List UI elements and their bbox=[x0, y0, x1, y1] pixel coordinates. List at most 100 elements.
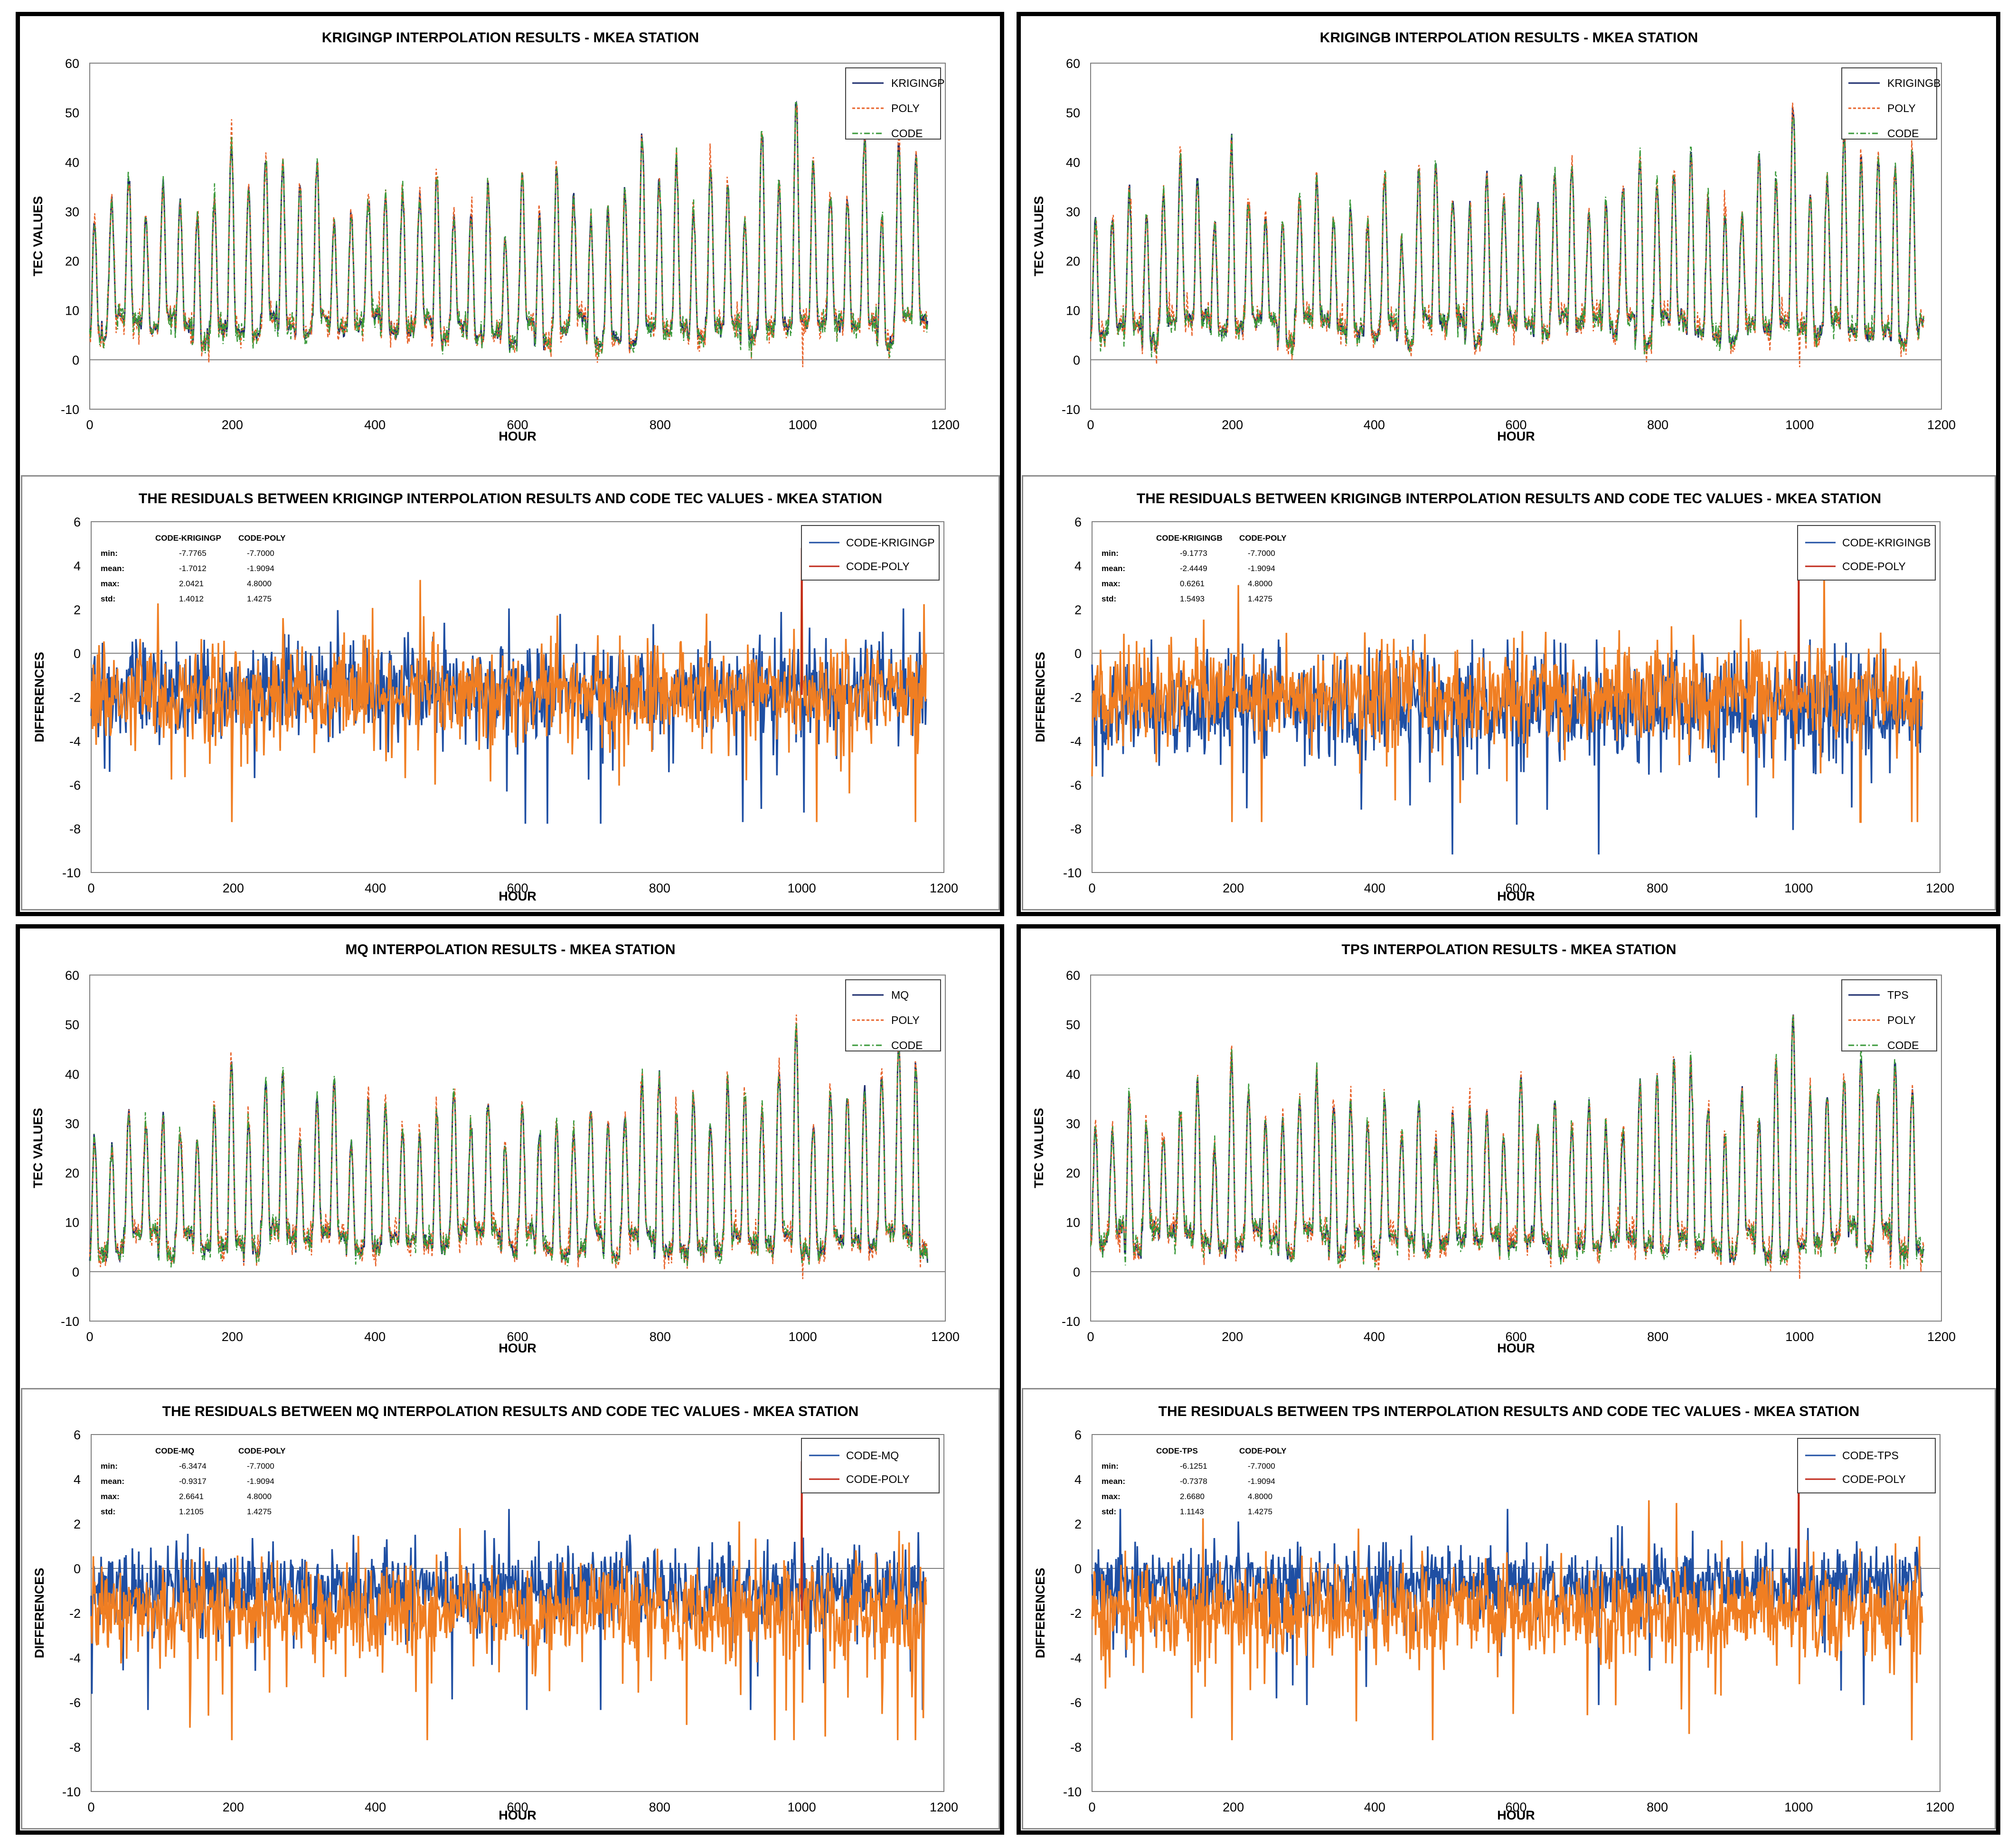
stats-header-poly: CODE-POLY bbox=[1239, 534, 1287, 543]
x-axis-label: HOUR bbox=[1497, 429, 1535, 443]
y-tick-label: 2 bbox=[1074, 603, 1082, 617]
x-tick-label: 1200 bbox=[1927, 418, 1956, 432]
chart-title: KRIGINGB INTERPOLATION RESULTS - MKEA ST… bbox=[1320, 30, 1698, 46]
y-tick-label: 2 bbox=[74, 603, 81, 617]
stats-value-method: 2.6641 bbox=[179, 1492, 204, 1501]
x-tick-label: 0 bbox=[87, 1800, 94, 1814]
x-tick-label: 200 bbox=[222, 418, 243, 432]
y-tick-label: 30 bbox=[1066, 1116, 1080, 1131]
stats-value-method: -0.9317 bbox=[179, 1477, 207, 1486]
stats-value-poly: 4.8000 bbox=[247, 579, 272, 588]
legend-box bbox=[801, 525, 940, 581]
y-tick-label: -2 bbox=[1070, 1606, 1082, 1621]
krigingp-residuals-chart: THE RESIDUALS BETWEEN KRIGINGP INTERPOLA… bbox=[21, 475, 1000, 910]
stats-value-poly: 1.4275 bbox=[1248, 594, 1272, 603]
legend-box bbox=[845, 67, 941, 140]
y-axis-label: DIFFERENCES bbox=[1033, 652, 1047, 742]
x-tick-label: 1200 bbox=[1926, 881, 1954, 895]
legend-label: TPS bbox=[1887, 989, 1909, 1001]
y-tick-label: -6 bbox=[69, 778, 81, 792]
legend-label: POLY bbox=[1887, 102, 1916, 114]
stats-value-method: -6.1251 bbox=[1180, 1462, 1207, 1471]
y-tick-label: 6 bbox=[1074, 515, 1082, 529]
y-tick-label: -4 bbox=[1070, 1651, 1082, 1665]
y-tick-label: -2 bbox=[69, 1606, 81, 1621]
y-tick-label: 30 bbox=[1066, 205, 1080, 219]
x-tick-label: 800 bbox=[1647, 418, 1668, 432]
legend-box bbox=[1797, 525, 1936, 581]
stats-value-poly: 4.8000 bbox=[1248, 1492, 1272, 1501]
tps-panel-group bbox=[1017, 924, 2000, 1835]
y-tick-label: 0 bbox=[74, 1562, 81, 1576]
y-axis-label: TEC VALUES bbox=[1032, 196, 1046, 276]
stats-header-poly: CODE-POLY bbox=[238, 534, 286, 543]
legend-label: CODE-POLY bbox=[846, 1473, 910, 1485]
y-tick-label: 10 bbox=[65, 304, 79, 318]
stats-value-poly: 4.8000 bbox=[247, 1492, 272, 1501]
y-tick-label: 10 bbox=[1066, 1216, 1080, 1230]
legend-label: POLY bbox=[1887, 1014, 1916, 1026]
y-tick-label: 50 bbox=[1066, 106, 1080, 120]
y-tick-label: -10 bbox=[1063, 866, 1082, 880]
y-tick-label: 6 bbox=[74, 515, 81, 529]
plot-area bbox=[1090, 63, 1942, 410]
stats-row-label: mean: bbox=[1102, 1477, 1125, 1486]
legend-label: CODE-POLY bbox=[1842, 560, 1906, 572]
x-tick-label: 0 bbox=[1087, 418, 1094, 432]
legend-label: CODE-KRIGINGP bbox=[846, 536, 935, 549]
y-tick-label: 10 bbox=[1066, 304, 1080, 318]
mq-tec-chart: MQ INTERPOLATION RESULTS - MKEA STATION -… bbox=[21, 929, 1000, 1365]
legend-label: CODE bbox=[891, 127, 923, 140]
stats-header-poly: CODE-POLY bbox=[238, 1446, 286, 1455]
y-tick-label: 40 bbox=[1066, 155, 1080, 169]
legend-label: CODE-MQ bbox=[846, 1449, 899, 1462]
stats-value-method: -9.1773 bbox=[1180, 549, 1207, 558]
y-axis-label: DIFFERENCES bbox=[32, 1568, 47, 1659]
x-tick-label: 200 bbox=[223, 881, 244, 895]
legend-label: MQ bbox=[891, 989, 909, 1001]
series-line-code bbox=[89, 1023, 928, 1268]
plot-area bbox=[89, 63, 946, 410]
x-tick-label: 1200 bbox=[1927, 1330, 1956, 1344]
y-tick-label: 0 bbox=[1073, 1265, 1080, 1279]
x-tick-label: 400 bbox=[364, 418, 386, 432]
legend-label: CODE bbox=[1887, 127, 1919, 140]
stats-row-label: std: bbox=[101, 594, 115, 603]
y-tick-label: 60 bbox=[1066, 968, 1080, 983]
x-tick-label: 1200 bbox=[930, 1800, 958, 1814]
tps-residuals-chart: THE RESIDUALS BETWEEN TPS INTERPOLATION … bbox=[1022, 1388, 1996, 1829]
stats-row-label: min: bbox=[1102, 1462, 1119, 1471]
series-line-poly-residual bbox=[1091, 1461, 1923, 1740]
legend-label: KRIGINGB bbox=[1887, 77, 1941, 89]
stats-value-poly: -7.7000 bbox=[247, 1462, 274, 1471]
stats-value-method: 1.2105 bbox=[179, 1507, 204, 1516]
y-tick-label: -10 bbox=[61, 1314, 79, 1329]
chart-svg: KRIGINGP INTERPOLATION RESULTS - MKEA ST… bbox=[31, 30, 960, 443]
x-tick-label: 1000 bbox=[789, 1330, 817, 1344]
stats-row-label: min: bbox=[101, 1462, 118, 1471]
legend-box bbox=[1797, 1438, 1936, 1493]
series-line-code bbox=[89, 102, 928, 358]
x-axis-label: HOUR bbox=[499, 1341, 537, 1355]
y-tick-label: 40 bbox=[1066, 1067, 1080, 1081]
mq-residuals-chart: THE RESIDUALS BETWEEN MQ INTERPOLATION R… bbox=[21, 1388, 1000, 1829]
stats-value-poly: 1.4275 bbox=[1248, 1507, 1272, 1516]
legend-label: CODE-POLY bbox=[1842, 1473, 1906, 1485]
stats-value-method: -7.7765 bbox=[179, 549, 207, 558]
x-tick-label: 200 bbox=[1222, 1330, 1243, 1344]
x-tick-label: 600 bbox=[507, 881, 528, 895]
y-tick-label: 20 bbox=[1066, 1166, 1080, 1181]
y-tick-label: 60 bbox=[65, 56, 79, 71]
legend-box bbox=[1841, 67, 1937, 140]
stats-row-label: std: bbox=[101, 1507, 115, 1516]
x-tick-label: 200 bbox=[1223, 1800, 1244, 1814]
x-tick-label: 800 bbox=[649, 1800, 670, 1814]
chart-svg: THE RESIDUALS BETWEEN MQ INTERPOLATION R… bbox=[32, 1404, 958, 1822]
chart-svg: THE RESIDUALS BETWEEN TPS INTERPOLATION … bbox=[1033, 1404, 1954, 1822]
x-tick-label: 0 bbox=[1088, 1800, 1095, 1814]
chart-title: THE RESIDUALS BETWEEN TPS INTERPOLATION … bbox=[1159, 1404, 1860, 1419]
stats-row-label: mean: bbox=[101, 1477, 124, 1486]
x-tick-label: 600 bbox=[1505, 1800, 1526, 1814]
legend-label: CODE-POLY bbox=[846, 560, 910, 572]
x-tick-label: 400 bbox=[364, 1330, 386, 1344]
